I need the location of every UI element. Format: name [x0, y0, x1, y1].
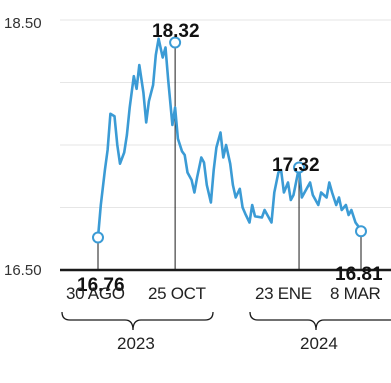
year-bracket-2024 [249, 311, 391, 331]
year-label-2023: 2023 [117, 334, 155, 353]
data-point-marker-3 [355, 225, 367, 238]
year-label-2024: 2024 [300, 334, 338, 353]
y-tick-label-bottom: 16.50 [4, 262, 42, 279]
year-bracket-2023 [61, 311, 214, 331]
data-label-peak: 18.32 [152, 21, 200, 42]
year-labels: 2023 2024 [117, 334, 338, 353]
data-label-end: 16.81 [335, 264, 383, 285]
year-brackets [61, 311, 391, 331]
data-point-marker-2 [293, 161, 306, 174]
data-point-marker-0 [92, 231, 104, 244]
x-tick-label-23-ene: 23 ENE [255, 284, 312, 303]
annotation-value-labels: 16.76 18.32 17.32 16.81 [77, 21, 383, 296]
y-axis-labels: 18.50 16.50 [4, 15, 42, 279]
x-tick-label-30-ago: 30 AGO [66, 284, 125, 303]
annotation-markers [92, 36, 367, 244]
data-label-jan: 17.32 [272, 155, 320, 176]
data-label-start: 16.76 [77, 275, 125, 296]
x-axis-tick-labels: 30 AGO 25 OCT 23 ENE 8 MAR [66, 284, 381, 303]
y-tick-label-top: 18.50 [4, 15, 42, 32]
x-tick-label-25-oct: 25 OCT [148, 284, 206, 303]
x-tick-label-8-mar: 8 MAR [330, 284, 380, 303]
data-point-marker-1 [169, 36, 182, 49]
series-line [96, 37, 363, 239]
